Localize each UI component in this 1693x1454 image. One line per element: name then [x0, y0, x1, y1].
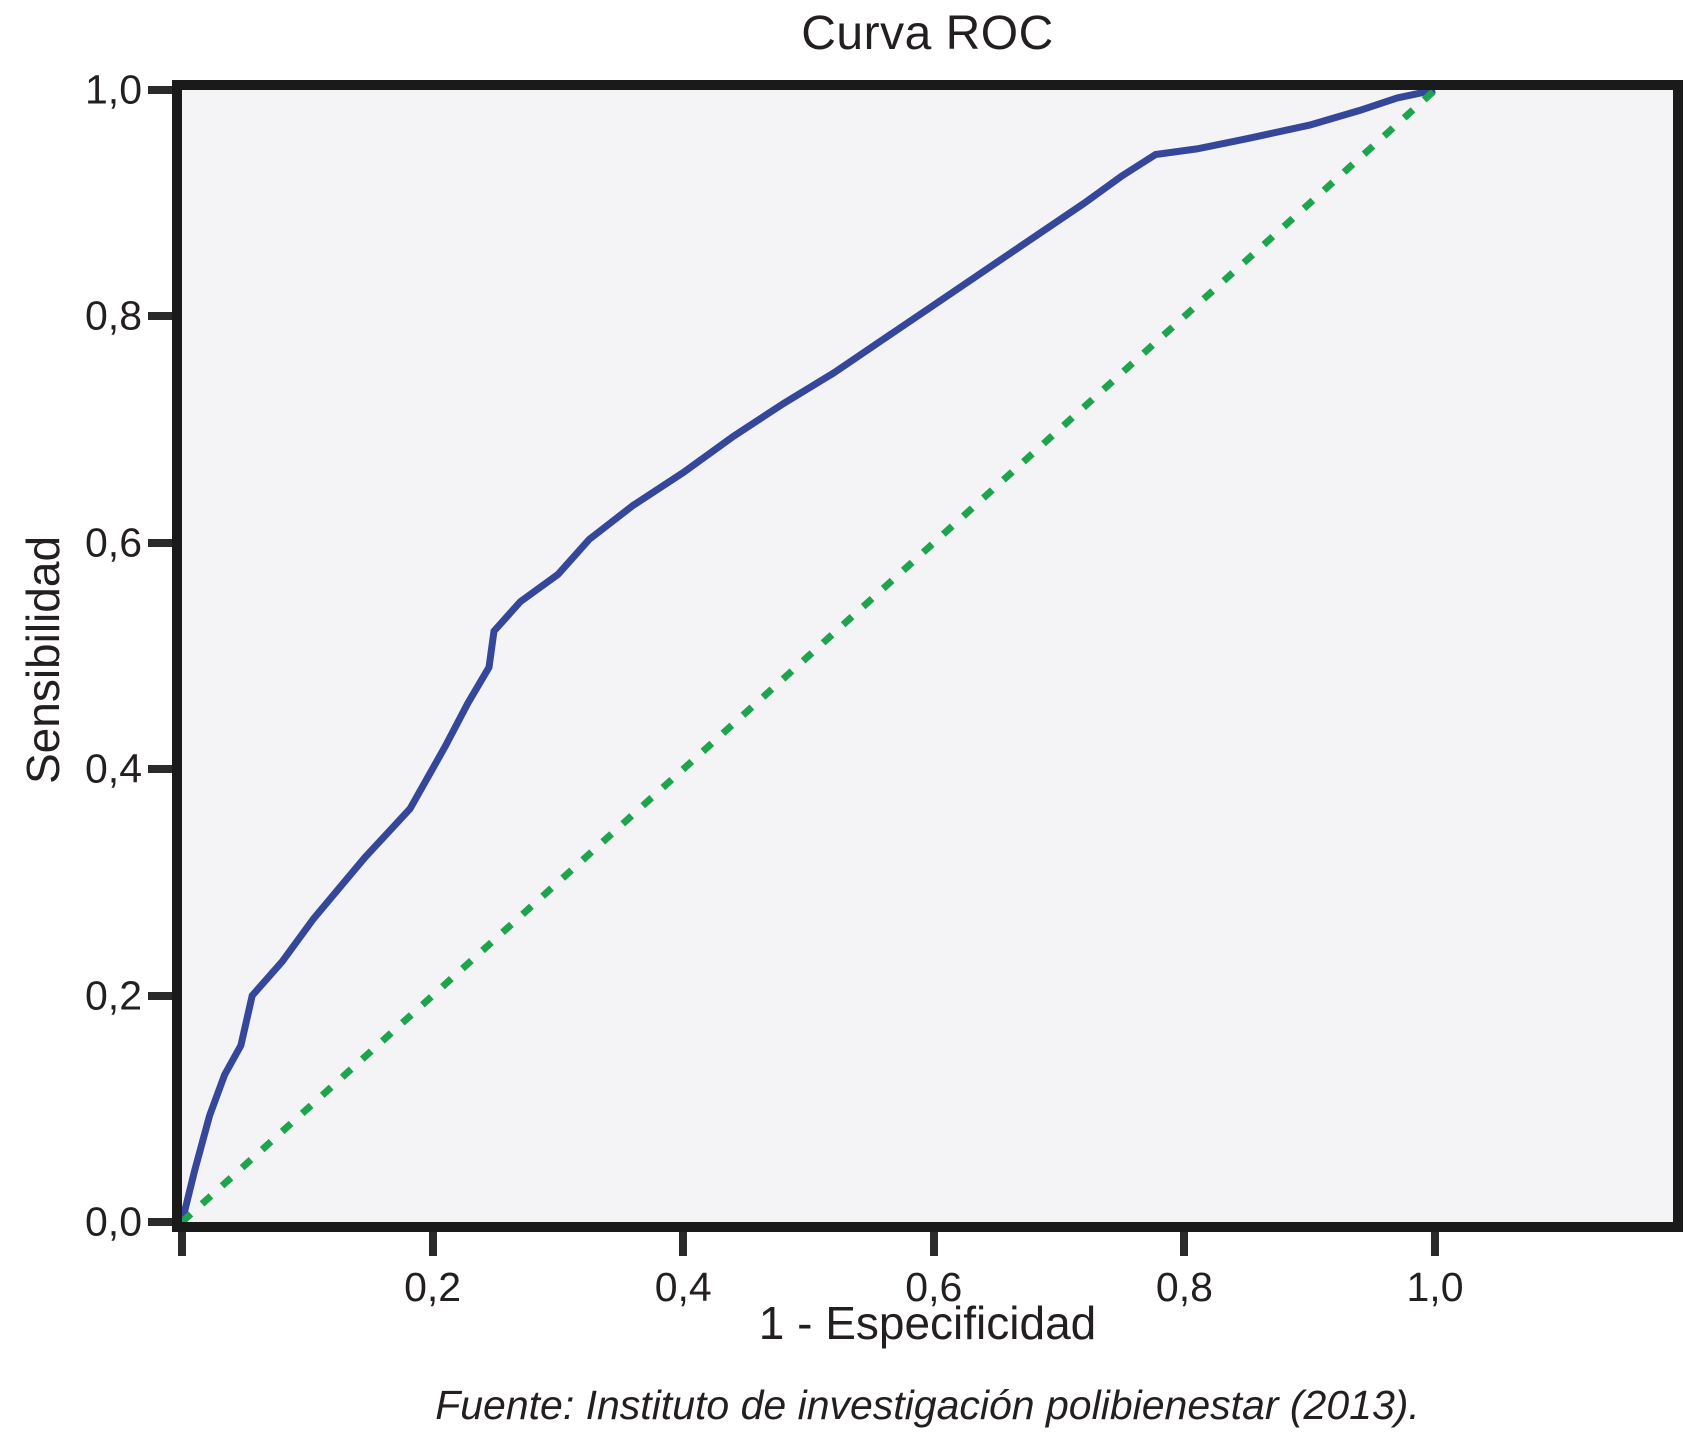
x-axis-label: 1 - Especificidad	[758, 1297, 1097, 1349]
y-tick-mark	[148, 312, 172, 321]
x-tick-label: 1,0	[1406, 1264, 1464, 1310]
y-tick-label: 0,2	[85, 972, 142, 1019]
y-tick-label: 1,0	[85, 66, 142, 113]
curves-canvas	[182, 90, 1438, 1222]
y-tick-label: 0,8	[85, 292, 142, 339]
y-tick-mark	[148, 991, 172, 1000]
x-tick-mark	[1431, 1232, 1439, 1256]
y-tick-mark	[148, 538, 172, 547]
roc-curve-line	[182, 90, 1436, 1222]
y-axis-label: Sensibilidad	[17, 535, 69, 785]
x-tick-label: 0,8	[1155, 1264, 1213, 1310]
x-tick-label: 0,2	[404, 1264, 462, 1310]
x-tick-label: 0,4	[654, 1264, 712, 1310]
y-tick-mark	[148, 765, 172, 774]
x-tick-label: 0,6	[905, 1264, 963, 1310]
x-tick-mark	[178, 1232, 186, 1256]
y-tick-label: 0,6	[85, 519, 142, 566]
y-tick-mark	[148, 86, 172, 94]
x-tick-mark	[679, 1232, 688, 1256]
x-tick-mark	[1180, 1232, 1189, 1256]
y-tick-mark	[148, 1218, 172, 1226]
plot-area	[172, 80, 1683, 1232]
reference-diagonal-line	[182, 90, 1438, 1222]
chart-title: Curva ROC	[801, 7, 1054, 60]
x-tick-mark	[428, 1232, 437, 1256]
source-caption: Fuente: Instituto de investigación polib…	[435, 1382, 1420, 1428]
y-tick-label: 0,4	[85, 745, 142, 792]
y-tick-label: 0,0	[85, 1198, 142, 1245]
x-tick-mark	[929, 1232, 938, 1256]
